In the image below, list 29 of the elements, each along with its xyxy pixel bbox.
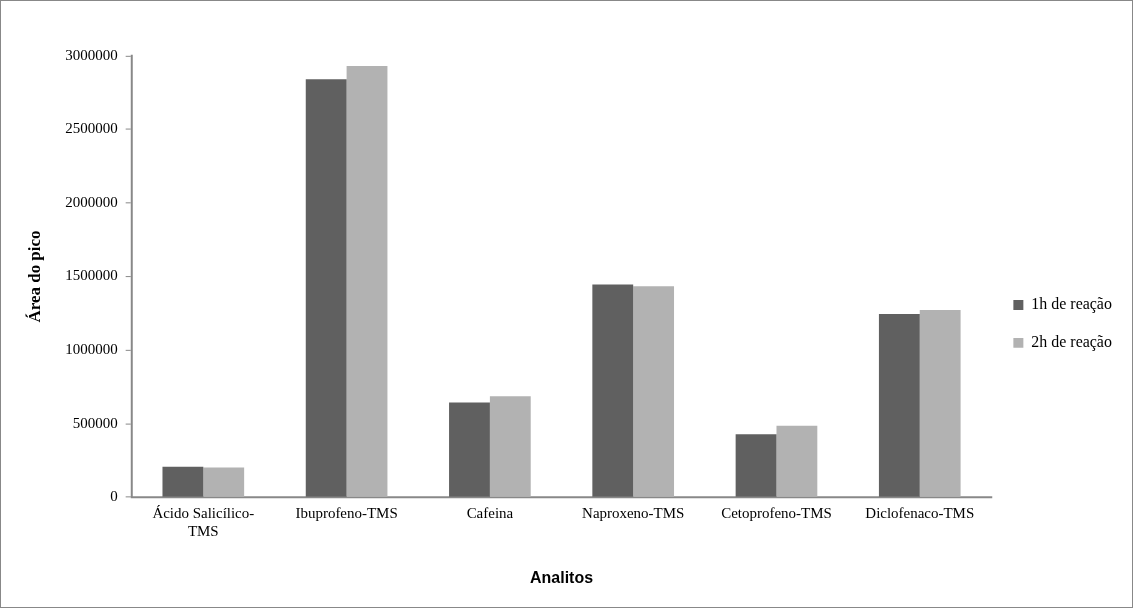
- y-tick-label: 3000000: [65, 46, 118, 63]
- x-tick-label: Cetoprofeno-TMS: [721, 505, 832, 522]
- x-tick-label: Ácido Salicílico-TMS: [152, 505, 255, 539]
- y-tick-label: 2000000: [65, 193, 118, 210]
- y-tick-label: 1000000: [65, 340, 118, 357]
- bar: [592, 284, 634, 497]
- x-tick-label: Naproxeno-TMS: [582, 505, 685, 522]
- x-tick-label: Diclofenaco-TMS: [865, 505, 975, 522]
- y-axis-title: Área do pico: [24, 230, 44, 323]
- y-tick-label: 2500000: [65, 120, 118, 137]
- x-axis-title: Analitos: [530, 568, 594, 586]
- bar: [633, 286, 675, 497]
- bar: [305, 79, 347, 497]
- bar: [449, 402, 490, 497]
- legend-label: 1h de reação: [1031, 295, 1112, 314]
- y-tick-label: 1500000: [65, 267, 118, 284]
- bar: [489, 396, 531, 497]
- bar: [919, 310, 961, 497]
- bar: [203, 467, 245, 497]
- bar: [346, 66, 388, 497]
- bar: [735, 434, 777, 497]
- bar: [776, 425, 818, 497]
- y-tick-label: 0: [110, 488, 118, 505]
- bar: [878, 314, 920, 497]
- x-tick-label: Cafeina: [466, 505, 514, 522]
- x-tick-label: Ibuprofeno-TMS: [295, 505, 398, 522]
- y-tick-label: 500000: [72, 414, 118, 431]
- legend-label: 2h de reação: [1031, 333, 1112, 352]
- bar: [162, 466, 204, 497]
